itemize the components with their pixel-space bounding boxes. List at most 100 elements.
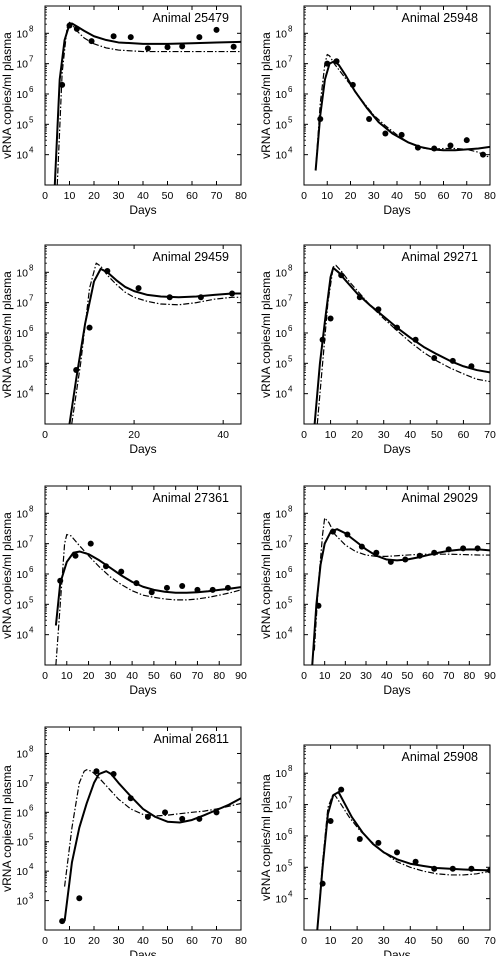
y-tick-exponent: 6: [29, 324, 34, 333]
x-tick-label: 50: [431, 429, 443, 441]
solid-fit-line: [316, 791, 490, 930]
y-tick-label: 10: [275, 768, 287, 780]
y-tick-label: 10: [16, 599, 28, 611]
x-tick-label: 30: [360, 670, 372, 682]
y-tick-label: 10: [16, 358, 28, 370]
y-axis-label: vRNA copies/ml plasma: [0, 512, 14, 639]
x-tick-label: 60: [422, 670, 434, 682]
data-point: [72, 552, 79, 559]
data-point: [127, 795, 134, 802]
data-point: [445, 546, 452, 553]
data-point: [148, 589, 155, 596]
x-tick-label: 20: [345, 190, 357, 202]
y-tick-label: 10: [16, 807, 28, 819]
x-tick-label: 30: [113, 190, 125, 202]
data-point: [127, 34, 134, 41]
y-tick-exponent: 5: [29, 354, 34, 363]
data-point: [230, 43, 237, 50]
y-tick-label: 10: [16, 508, 28, 520]
x-tick-label: 10: [64, 190, 76, 202]
data-point: [349, 81, 356, 88]
data-point: [431, 865, 438, 872]
data-point: [86, 324, 93, 331]
data-point: [375, 839, 382, 846]
y-tick-label: 10: [275, 539, 287, 551]
x-tick-label: 70: [211, 190, 223, 202]
x-tick-label: 10: [325, 429, 337, 441]
panel-title: Animal 26811: [153, 732, 229, 746]
x-tick-label: 80: [235, 190, 247, 202]
y-tick-exponent: 7: [29, 294, 34, 303]
panel-title: Animal 25948: [402, 11, 478, 25]
y-tick-exponent: 7: [288, 55, 293, 64]
data-point: [144, 813, 151, 820]
data-point: [224, 584, 231, 591]
data-point: [104, 268, 111, 275]
y-tick-label: 10: [16, 328, 28, 340]
axes-box: [44, 485, 242, 666]
data-point: [315, 602, 322, 609]
y-tick-label: 10: [16, 267, 28, 279]
x-tick-label: 60: [438, 190, 450, 202]
y-tick-label: 10: [275, 267, 287, 279]
x-tick-label: 50: [148, 670, 160, 682]
axes-box: [303, 485, 491, 666]
y-tick-label: 10: [16, 896, 28, 908]
y-axis-label: vRNA copies/ml plasma: [259, 774, 273, 901]
data-point: [463, 137, 470, 144]
x-tick-label: 0: [301, 429, 307, 441]
x-tick-label: 30: [104, 670, 116, 682]
data-point: [338, 786, 345, 793]
panel-title: Animal 29271: [402, 250, 478, 264]
y-tick-exponent: 8: [288, 764, 293, 773]
data-point: [317, 115, 324, 122]
x-tick-label: 0: [301, 935, 307, 947]
x-tick-label: 0: [301, 190, 307, 202]
data-point: [449, 865, 456, 872]
y-axis-label: vRNA copies/ml plasma: [259, 512, 273, 639]
y-tick-exponent: 8: [288, 504, 293, 513]
data-point: [118, 568, 125, 575]
data-point: [468, 363, 475, 370]
y-tick-label: 10: [16, 748, 28, 760]
solid-fit-line: [314, 60, 490, 171]
y-tick-label: 10: [16, 866, 28, 878]
data-point: [468, 865, 475, 872]
x-axis-label: Days: [129, 203, 156, 217]
x-tick-label: 70: [461, 190, 473, 202]
data-point: [73, 25, 80, 32]
y-tick-exponent: 4: [288, 385, 293, 394]
data-point: [402, 556, 409, 563]
axes-box: [303, 744, 491, 931]
y-tick-exponent: 5: [288, 858, 293, 867]
data-point: [412, 858, 419, 865]
x-tick-label: 40: [404, 429, 416, 441]
x-tick-label: 10: [321, 190, 333, 202]
y-tick-label: 10: [275, 328, 287, 340]
solid-fit-line: [311, 528, 490, 665]
y-tick-exponent: 6: [29, 565, 34, 574]
y-tick-exponent: 8: [288, 24, 293, 33]
x-tick-label: 60: [186, 935, 198, 947]
x-tick-label: 0: [42, 670, 48, 682]
data-point: [358, 543, 365, 550]
data-point: [144, 45, 151, 52]
x-tick-label: 20: [351, 429, 363, 441]
data-point: [163, 584, 170, 591]
x-axis-label: Days: [129, 948, 156, 956]
y-tick-label: 10: [275, 59, 287, 71]
y-tick-exponent: 6: [288, 324, 293, 333]
y-axis-label: vRNA copies/ml plasma: [259, 271, 273, 398]
y-tick-label: 10: [275, 630, 287, 642]
y-tick-exponent: 7: [288, 796, 293, 805]
y-tick-label: 10: [275, 389, 287, 401]
y-tick-label: 10: [16, 778, 28, 790]
data-point: [59, 918, 66, 925]
y-tick-label: 10: [16, 389, 28, 401]
